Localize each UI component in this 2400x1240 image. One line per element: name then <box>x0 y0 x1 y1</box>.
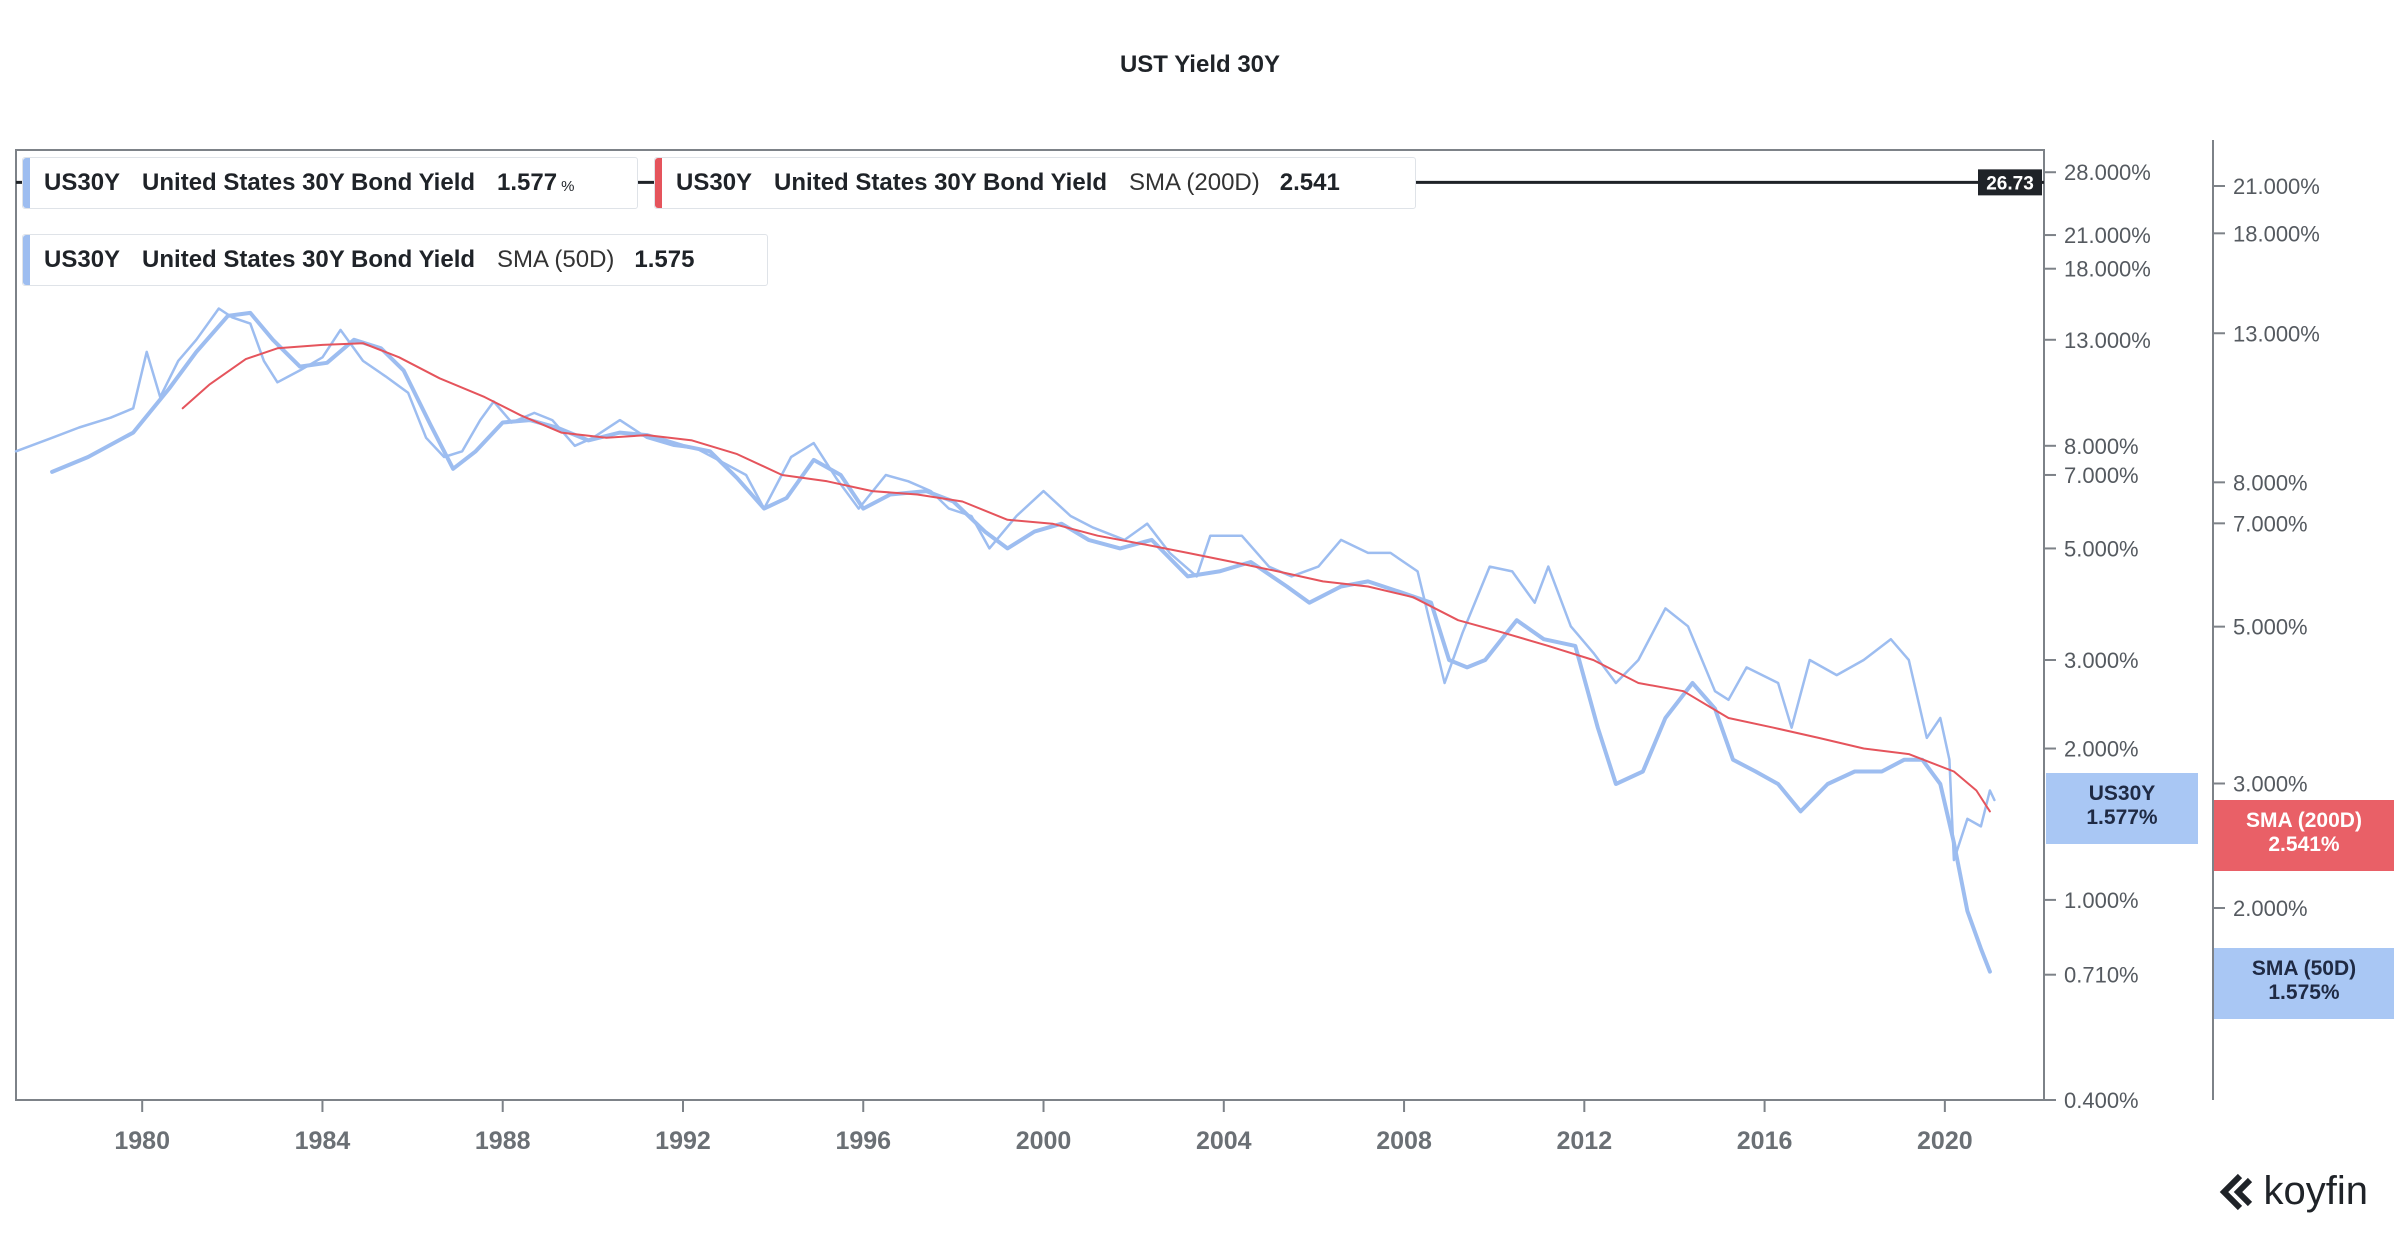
koyfin-wordmark: koyfin <box>2263 1169 2369 1213</box>
y2-tick-label: 5.000% <box>2233 615 2308 640</box>
plot-area <box>15 149 2045 1101</box>
legend-item-sma200[interactable]: US30Y United States 30Y Bond Yield SMA (… <box>654 157 1416 209</box>
y-tick-label: 21.000% <box>2064 223 2151 248</box>
x-tick-label: 1996 <box>835 1127 891 1155</box>
y2-tick-label: 13.000% <box>2233 321 2320 346</box>
price-tag-value: 1.577% <box>2086 806 2158 829</box>
y2-tick-label: 7.000% <box>2233 511 2308 536</box>
price-tag-label: SMA (200D) <box>2246 809 2362 832</box>
x-tick-label: 2008 <box>1376 1127 1432 1155</box>
y-tick-label: 5.000% <box>2064 536 2139 561</box>
legend-symbol: US30Y <box>676 169 753 196</box>
x-tick-label: 1984 <box>295 1127 351 1155</box>
price-tag-label: SMA (50D) <box>2251 957 2357 980</box>
y2-tick-label: 2.000% <box>2233 896 2308 921</box>
legend-value: 1.577 <box>497 169 558 196</box>
legend-item-sma50[interactable]: US30Y United States 30Y Bond Yield SMA (… <box>22 234 768 286</box>
koyfin-mark-icon <box>2219 1173 2252 1210</box>
legend-unit: % <box>561 177 575 195</box>
price-tag-label: US30Y <box>2088 782 2156 805</box>
series-line-sma-200d <box>181 342 1991 813</box>
y2-tick-label: 8.000% <box>2233 470 2308 495</box>
legend-color-swatch <box>23 235 30 285</box>
x-tick-label: 1992 <box>655 1127 711 1155</box>
y2-tick-label: 21.000% <box>2233 174 2320 199</box>
legend-value: 2.541 <box>1279 169 1340 196</box>
x-tick-label: 2004 <box>1196 1127 1252 1155</box>
legend-value: 1.575 <box>634 246 695 273</box>
y-tick-label: 7.000% <box>2064 463 2139 488</box>
secondary-y-axis: 21.000% 18.000% 13.000% 8.000% 7.000% 5.000% 3… <box>2213 174 2320 921</box>
x-tick-label: 2016 <box>1737 1127 1793 1155</box>
x-tick-label: 2020 <box>1917 1127 1973 1155</box>
y-tick-label: 0.710% <box>2064 963 2139 988</box>
chart-title: UST Yield 30Y <box>1120 51 1280 78</box>
koyfin-logo: koyfin <box>2218 1169 2369 1214</box>
price-tag-sma200: SMA (200D) 2.541% <box>2214 800 2394 871</box>
legend-indicator: SMA (50D) <box>497 246 615 273</box>
legend-symbol: US30Y <box>44 246 121 273</box>
y-tick-label: 0.400% <box>2064 1088 2139 1113</box>
reference-line-label: 26.73 <box>1986 173 2034 194</box>
x-tick-label: 2012 <box>1557 1127 1613 1155</box>
y-tick-label: 18.000% <box>2064 257 2151 282</box>
reference-line-tag <box>1978 169 2042 196</box>
x-tick-label: 2000 <box>1016 1127 1072 1155</box>
legend-indicator: SMA (200D) <box>1129 169 1260 196</box>
legend-name: United States 30Y Bond Yield <box>774 169 1108 196</box>
y-tick-label: 28.000% <box>2064 160 2151 185</box>
y-axis: 28.000% 21.000% 18.000% 13.000% 8.000% 7.000%… <box>2044 160 2151 1113</box>
legend-symbol: US30Y <box>44 169 121 196</box>
legend-item-us30y[interactable]: US30Y United States 30Y Bond Yield 1.577… <box>22 157 638 209</box>
series-layer <box>14 307 1996 974</box>
x-tick-label: 1988 <box>475 1127 531 1155</box>
price-tag-sma50: SMA (50D) 1.575% <box>2214 948 2394 1019</box>
legend-color-swatch <box>23 158 30 208</box>
price-tag-us30y: US30Y 1.577% <box>2046 773 2198 844</box>
legend-color-swatch <box>655 158 662 208</box>
y2-tick-label: 3.000% <box>2233 772 2308 797</box>
y-tick-label: 1.000% <box>2064 888 2139 913</box>
series-line-sma-50d <box>50 310 1992 974</box>
y-tick-label: 3.000% <box>2064 648 2139 673</box>
y2-tick-label: 18.000% <box>2233 221 2320 246</box>
x-tick-label: 1980 <box>114 1127 170 1155</box>
x-axis: 1980 1984 1988 1992 1996 2000 2004 2008 2012 2016… <box>114 1100 1973 1155</box>
y-tick-label: 2.000% <box>2064 737 2139 762</box>
legend-name: United States 30Y Bond Yield <box>142 246 476 273</box>
legend-name: United States 30Y Bond Yield <box>142 169 476 196</box>
series-line-us30y <box>14 307 1996 862</box>
price-tag-value: 2.541% <box>2268 833 2340 856</box>
price-tag-value: 1.575% <box>2268 981 2340 1004</box>
y-tick-label: 8.000% <box>2064 434 2139 459</box>
y-tick-label: 13.000% <box>2064 328 2151 353</box>
